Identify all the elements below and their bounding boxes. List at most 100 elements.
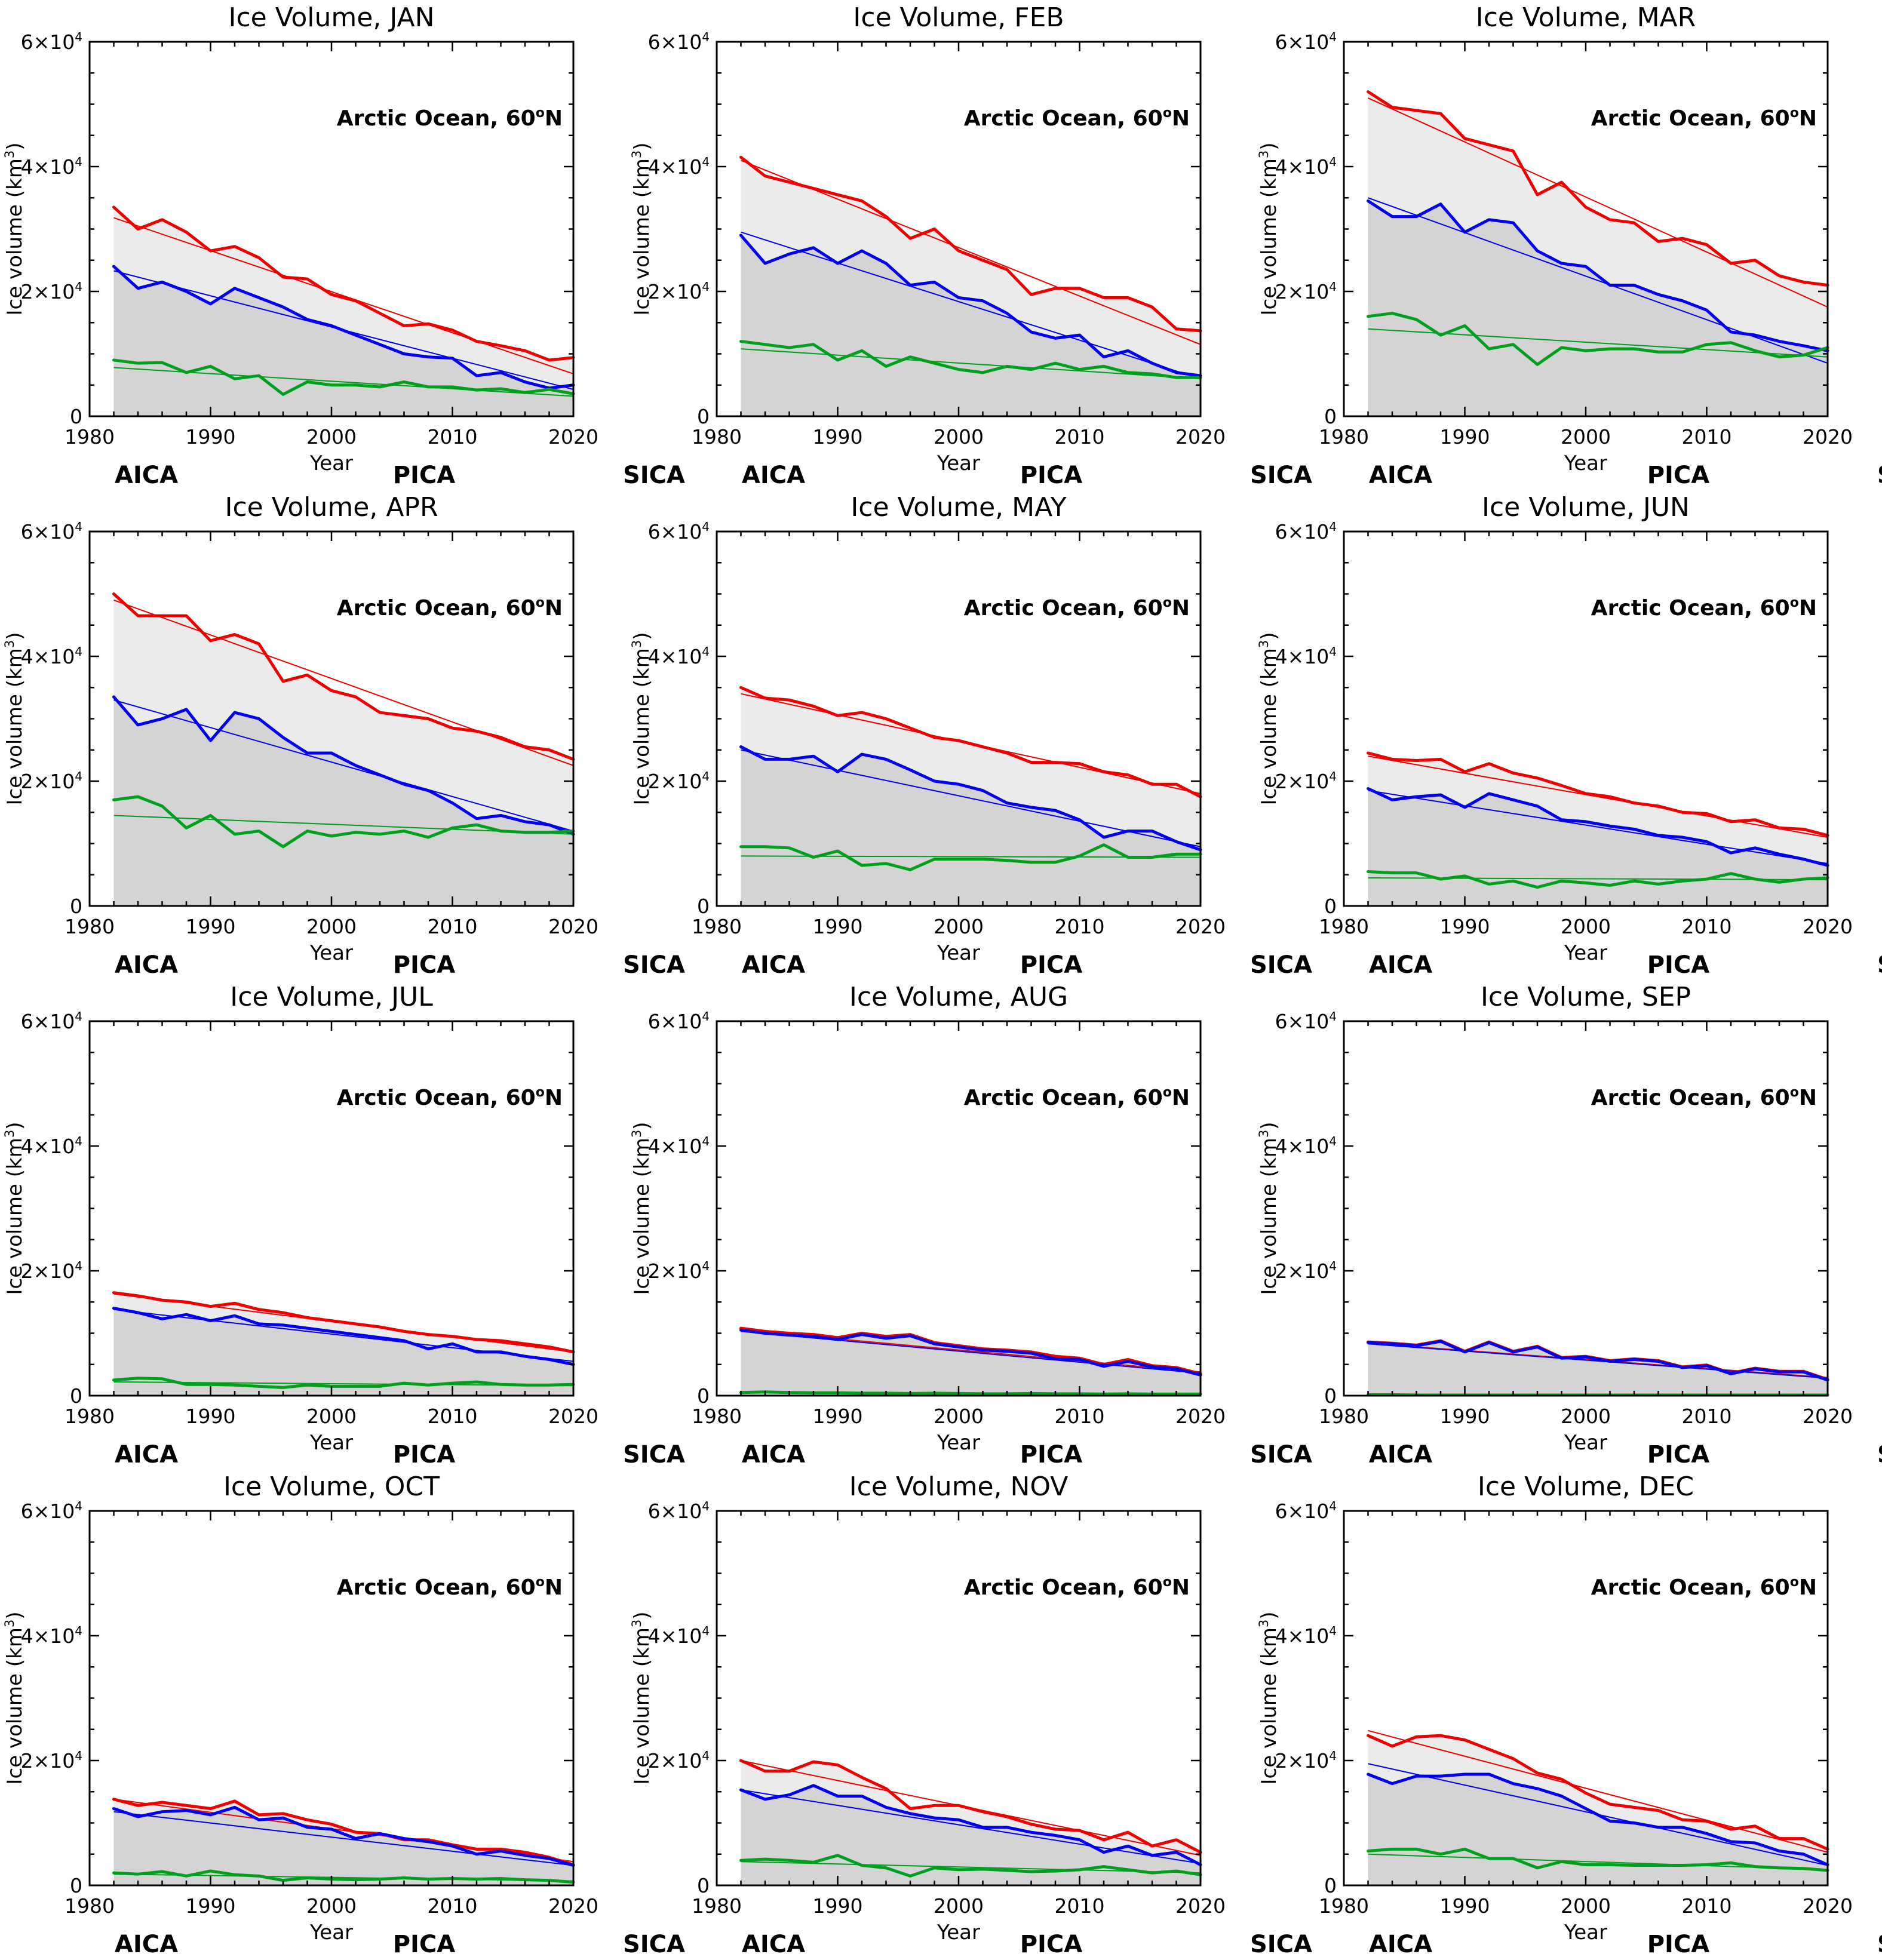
- trend-line-pica: [1368, 1343, 1828, 1379]
- series-line-aica: [739, 155, 1202, 333]
- x-axis-label: Year: [1564, 941, 1607, 965]
- region-annotation: Arctic Ocean, 60oN: [964, 595, 1190, 620]
- x-tick-label: 1980: [1319, 1894, 1369, 1918]
- series-line-aica: [112, 1291, 575, 1354]
- x-axis-label: Year: [309, 941, 353, 965]
- legend-label-pica: PICA: [1020, 1441, 1083, 1469]
- y-tick-label: 4×104: [21, 1624, 82, 1648]
- y-tick-label: 2×104: [648, 769, 710, 793]
- region-annotation: Arctic Ocean, 60oN: [337, 106, 563, 131]
- legend-label-aica: AICA: [115, 1931, 178, 1958]
- series-line-aica: [1367, 751, 1829, 837]
- area-fill-pica: [741, 746, 1201, 906]
- series-line-aica: [1367, 90, 1829, 287]
- y-tick-label: 0: [697, 1384, 710, 1408]
- x-tick-label: 2000: [934, 915, 984, 938]
- chart-title: Ice Volume, APR: [225, 492, 438, 523]
- x-tick-label: 2000: [934, 1894, 984, 1918]
- trend-line-pica: [741, 1789, 1201, 1864]
- y-tick-label: 2×104: [1275, 1259, 1337, 1283]
- x-tick-label: 2020: [548, 1405, 598, 1428]
- x-tick-label: 1990: [186, 1405, 236, 1428]
- legend-label-aica: AICA: [1369, 1931, 1432, 1958]
- y-tick-label: 2×104: [648, 279, 710, 303]
- y-tick-label: 6×104: [21, 1009, 82, 1033]
- trend-line-pica: [741, 231, 1201, 380]
- y-tick-label: 0: [1324, 895, 1337, 918]
- trend-line-pica: [1368, 197, 1828, 364]
- x-tick-label: 2020: [1803, 1894, 1853, 1918]
- series-line-pica: [739, 745, 1202, 852]
- x-tick-label: 1990: [813, 1405, 863, 1428]
- y-tick-label: 4×104: [1275, 155, 1337, 179]
- legend-label-pica: PICA: [1020, 462, 1083, 489]
- series-line-pica: [1367, 787, 1829, 867]
- x-tick-label: 2020: [1803, 425, 1853, 448]
- legend-label-pica: PICA: [393, 951, 456, 979]
- x-axis-label: Year: [309, 451, 353, 475]
- series-line-aica: [739, 1759, 1202, 1854]
- legend-label-sica: SICA: [623, 462, 685, 489]
- x-tick-label: 2010: [428, 1405, 478, 1428]
- chart-title: Ice Volume, JUL: [230, 982, 433, 1012]
- trend-line-aica: [741, 693, 1201, 794]
- chart-panel-sep: Ice Volume, SEP 0 2×104 4×104 6×104 1980 1990 2…: [1254, 979, 1882, 1469]
- trend-line-sica: [1368, 1853, 1828, 1870]
- trend-line-sica: [741, 855, 1201, 858]
- legend-label-aica: AICA: [1369, 1441, 1432, 1469]
- chart-panel-may: Ice Volume, MAY 0 2×104 4×104 6×104 1980 1990 2…: [627, 490, 1312, 979]
- legend-label-aica: AICA: [115, 951, 178, 979]
- y-tick-label: 2×104: [1275, 769, 1337, 793]
- trend-line-pica: [741, 749, 1201, 847]
- legend-label-sica: SICA: [1877, 951, 1882, 979]
- x-tick-label: 2000: [306, 915, 357, 938]
- x-tick-label: 1980: [65, 915, 115, 938]
- x-tick-label: 1990: [813, 915, 863, 938]
- x-tick-label: 1990: [186, 915, 236, 938]
- chart-title: Ice Volume, NOV: [849, 1471, 1069, 1502]
- plot-jul: Ice Volume, JUL 0 2×104 4×104 6×104 1980 1990 2…: [2, 982, 685, 1469]
- plot-may: Ice Volume, MAY 0 2×104 4×104 6×104 1980 1990 2…: [630, 492, 1312, 979]
- y-tick-label: 6×104: [1275, 520, 1337, 543]
- x-tick-label: 1980: [1319, 1405, 1369, 1428]
- series-line-pica: [1367, 1340, 1829, 1382]
- y-tick-label: 2×104: [1275, 1749, 1337, 1772]
- x-tick-label: 1990: [186, 1894, 236, 1918]
- plot-nov: Ice Volume, NOV 0 2×104 4×104 6×104 1980 1990 2…: [630, 1471, 1312, 1958]
- legend-label-sica: SICA: [1877, 1441, 1882, 1469]
- trend-line-pica: [1368, 789, 1828, 864]
- chart-panel-feb: Ice Volume, FEB 0 2×104 4×104 6×104 1980 1990 2…: [627, 0, 1312, 490]
- trend-line-sica: [741, 348, 1201, 380]
- y-tick-label: 0: [697, 895, 710, 918]
- x-tick-label: 2020: [1803, 915, 1853, 938]
- y-tick-label: 6×104: [648, 1499, 710, 1523]
- y-tick-label: 2×104: [21, 1749, 82, 1772]
- x-tick-label: 2020: [1175, 425, 1226, 448]
- axis-ticks: [716, 1510, 1202, 1887]
- series-line-pica: [112, 1307, 575, 1366]
- x-tick-label: 2020: [1175, 1894, 1226, 1918]
- x-axis-label: Year: [1564, 451, 1607, 475]
- x-axis-label: Year: [1564, 1921, 1607, 1944]
- y-tick-label: 0: [70, 1384, 82, 1408]
- chart-panel-aug: Ice Volume, AUG 0 2×104 4×104 6×104 1980 1990 2…: [627, 979, 1312, 1469]
- series-line-pica: [1367, 199, 1829, 352]
- y-axis-label: Ice volume (km3): [1257, 1612, 1281, 1785]
- y-tick-label: 6×104: [21, 1499, 82, 1523]
- plot-jun: Ice Volume, JUN 0 2×104 4×104 6×104 1980 1990 2…: [1257, 492, 1882, 979]
- axis-ticks: [88, 1020, 575, 1397]
- chart-title: Ice Volume, OCT: [223, 1471, 440, 1502]
- y-tick-label: 2×104: [21, 769, 82, 793]
- series-line-pica: [739, 1784, 1202, 1867]
- region-annotation: Arctic Ocean, 60oN: [1591, 1085, 1817, 1110]
- chart-title: Ice Volume, AUG: [849, 982, 1068, 1012]
- y-tick-label: 4×104: [21, 155, 82, 179]
- y-tick-label: 2×104: [648, 1259, 710, 1283]
- area-fill-pica: [1368, 1341, 1828, 1396]
- x-tick-label: 1990: [1440, 1405, 1490, 1428]
- y-tick-label: 2×104: [648, 1749, 710, 1772]
- y-tick-label: 6×104: [1275, 1499, 1337, 1523]
- region-annotation: Arctic Ocean, 60oN: [964, 1575, 1190, 1600]
- x-tick-label: 2000: [306, 1894, 357, 1918]
- trend-line-pica: [113, 1811, 574, 1866]
